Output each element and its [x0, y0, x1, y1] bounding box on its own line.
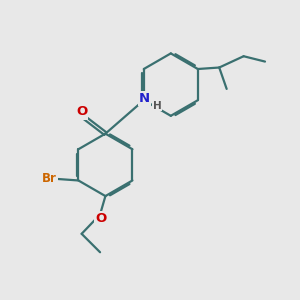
Text: N: N: [139, 92, 150, 105]
Text: O: O: [76, 106, 87, 118]
Text: Br: Br: [42, 172, 57, 185]
Text: O: O: [95, 212, 106, 225]
Text: H: H: [153, 100, 161, 111]
